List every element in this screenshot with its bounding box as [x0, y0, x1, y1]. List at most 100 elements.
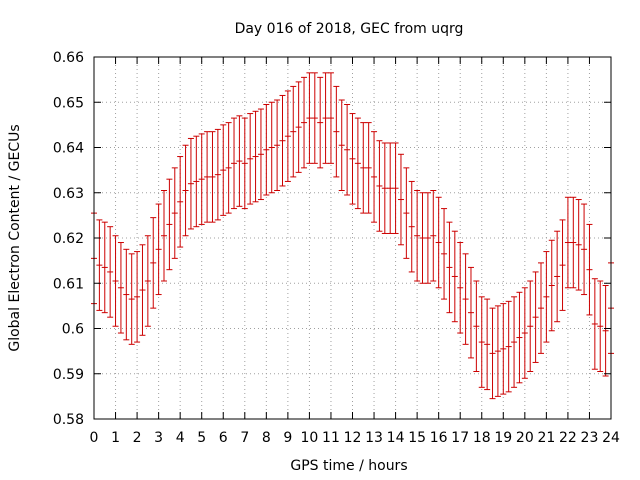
x-tick-label: 17 — [451, 430, 469, 446]
x-tick-label: 14 — [387, 430, 405, 446]
error-bar — [419, 192, 426, 284]
error-bar — [564, 196, 571, 289]
x-tick-label: 3 — [154, 430, 163, 446]
error-bar — [602, 285, 609, 377]
error-bar — [263, 104, 270, 196]
error-bar — [371, 131, 378, 223]
error-bar — [570, 196, 577, 289]
error-bar — [521, 287, 528, 379]
x-tick-label: 1 — [111, 430, 120, 446]
error-bar — [155, 203, 162, 296]
error-bar — [214, 128, 221, 221]
error-bar — [435, 196, 442, 289]
x-tick-labels: 0 1 2 3 4 5 6 7 8 9 10 11 12 13 14 15 16 17 18 19 20 21 22 23 24 — [90, 430, 620, 446]
x-tick-label: 9 — [283, 430, 292, 446]
error-bar — [414, 189, 421, 282]
x-tick-label: 20 — [516, 430, 534, 446]
y-tick-label: 0.61 — [53, 276, 84, 292]
error-bar — [338, 99, 345, 191]
error-bar — [516, 291, 523, 384]
error-bar — [376, 140, 383, 232]
error-bar — [532, 271, 539, 363]
error-bar — [333, 85, 340, 178]
error-bar — [403, 167, 410, 259]
x-tick-label: 4 — [176, 430, 185, 446]
error-bar — [554, 230, 561, 323]
error-bar — [139, 244, 146, 336]
error-bar — [387, 142, 394, 234]
y-tick-label: 0.65 — [53, 95, 84, 111]
error-bar — [543, 251, 550, 343]
error-bar — [597, 280, 604, 372]
error-bar — [327, 72, 334, 164]
error-bar — [457, 242, 464, 334]
error-bar — [591, 278, 598, 370]
error-bar — [128, 253, 135, 345]
error-bar — [209, 131, 216, 223]
error-bar — [220, 124, 227, 216]
x-axis-label: GPS time / hours — [290, 458, 407, 474]
error-bar — [193, 135, 200, 228]
error-bar — [290, 85, 297, 178]
error-bar — [177, 156, 184, 248]
error-bar — [441, 208, 448, 300]
error-bar — [150, 217, 157, 309]
error-bar — [489, 307, 496, 400]
error-bar — [430, 189, 437, 282]
error-bar — [123, 248, 130, 341]
error-bar — [575, 199, 582, 291]
error-bar — [397, 153, 404, 246]
error-bar — [204, 131, 211, 223]
y-tick-label: 0.63 — [53, 186, 84, 202]
error-bar — [537, 262, 544, 354]
error-bar — [166, 178, 173, 271]
error-bar — [187, 137, 194, 230]
error-bar — [408, 180, 415, 273]
error-bar — [279, 94, 286, 187]
x-tick-label: 24 — [602, 430, 620, 446]
error-bar — [392, 142, 399, 234]
error-bar — [467, 266, 474, 359]
error-bar — [101, 221, 108, 314]
y-tick-label: 0.62 — [53, 231, 84, 247]
error-bar — [198, 133, 205, 225]
x-tick-label: 7 — [240, 430, 249, 446]
error-bar — [301, 76, 308, 169]
axis-ticks — [93, 56, 612, 420]
x-tick-label: 5 — [197, 430, 206, 446]
error-bar — [451, 230, 458, 323]
error-bar — [381, 142, 388, 234]
y-tick-label: 0.64 — [53, 141, 84, 157]
error-bar — [484, 298, 491, 391]
error-bar — [284, 90, 291, 182]
x-tick-label: 6 — [219, 430, 228, 446]
y-axis-label: Global Electron Content / GECUs — [7, 124, 23, 351]
error-bar — [360, 122, 367, 214]
x-tick-label: 15 — [408, 430, 426, 446]
x-tick-label: 12 — [344, 430, 362, 446]
error-bar — [161, 189, 168, 282]
error-bar — [247, 113, 254, 205]
error-bar — [241, 117, 248, 210]
error-bar — [295, 81, 302, 173]
error-bar — [559, 219, 566, 311]
x-tick-label: 2 — [133, 430, 142, 446]
error-bar — [268, 101, 275, 194]
error-bar — [144, 235, 151, 327]
error-bar — [462, 253, 469, 345]
error-bar-series — [91, 72, 614, 400]
x-tick-label: 19 — [494, 430, 512, 446]
chart-title: Day 016 of 2018, GEC from uqrg — [235, 21, 464, 37]
error-bar — [548, 239, 555, 332]
error-bar — [257, 108, 264, 201]
error-bar — [494, 305, 501, 397]
error-bar — [306, 72, 313, 164]
y-tick-label: 0.58 — [53, 412, 84, 428]
error-bar — [354, 117, 361, 210]
y-tick-label: 0.66 — [53, 50, 84, 66]
error-bar — [511, 296, 518, 388]
error-bar — [252, 110, 259, 203]
error-bar — [182, 144, 189, 237]
error-bar — [505, 300, 512, 393]
